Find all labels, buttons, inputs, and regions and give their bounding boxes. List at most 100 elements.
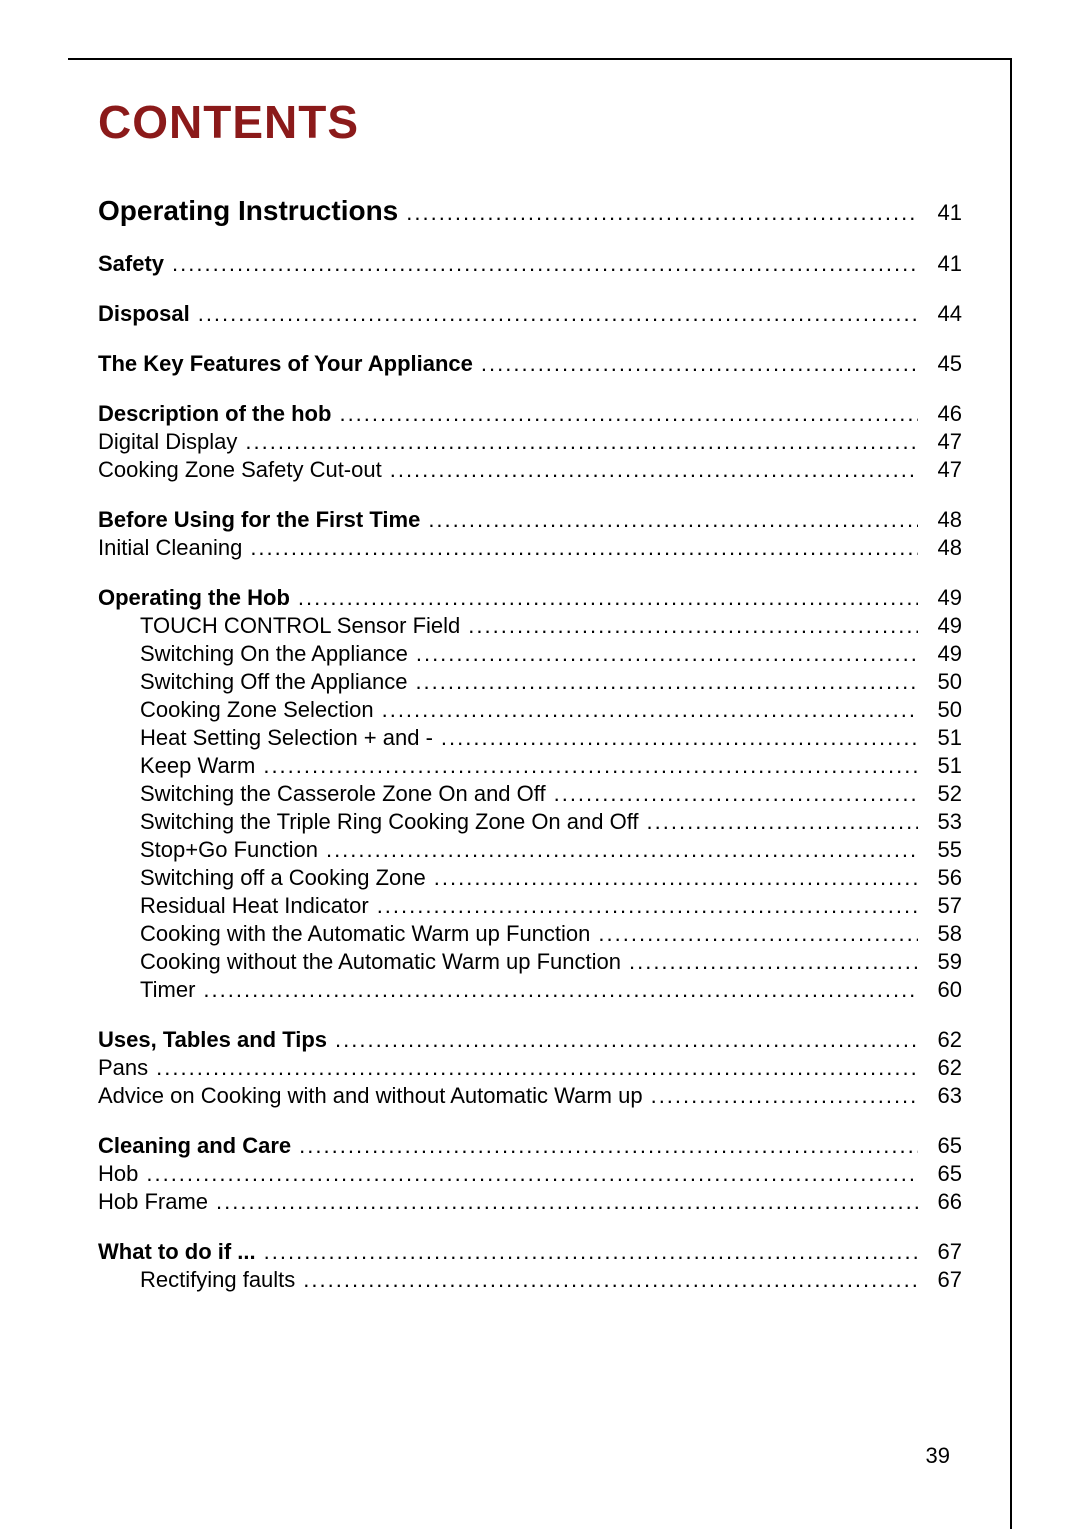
- toc-entry-page: 46: [918, 403, 962, 425]
- section-gap: [98, 331, 962, 353]
- toc-row: Switching the Triple Ring Cooking Zone O…: [98, 811, 962, 833]
- toc-entry-page: 66: [918, 1191, 962, 1213]
- toc-entry-label: Switching On the Appliance: [98, 643, 408, 665]
- toc-entry-page: 65: [918, 1163, 962, 1185]
- toc-entry-label: Initial Cleaning: [98, 537, 242, 559]
- toc-row: Cooking Zone Selection50: [98, 699, 962, 721]
- toc-entry-page: 63: [918, 1085, 962, 1107]
- toc-entry-page: 65: [918, 1135, 962, 1157]
- toc-entry-label: Pans: [98, 1057, 148, 1079]
- toc-row: Hob 65: [98, 1163, 962, 1185]
- toc-entry-label: Stop+Go Function: [98, 839, 318, 861]
- toc-row: Keep Warm51: [98, 755, 962, 777]
- toc-row: Switching off a Cooking Zone56: [98, 867, 962, 889]
- toc-leader-dots: [327, 1029, 918, 1051]
- toc-leader-dots: [426, 867, 918, 889]
- toc-entry-label: The Key Features of Your Appliance: [98, 353, 473, 375]
- toc-leader-dots: [255, 755, 918, 777]
- toc-entry-page: 53: [918, 811, 962, 833]
- toc-leader-dots: [460, 615, 918, 637]
- toc-leader-dots: [331, 403, 918, 425]
- toc-entry-page: 48: [918, 537, 962, 559]
- toc-row: Description of the hob 46: [98, 403, 962, 425]
- toc-entry-page: 49: [918, 587, 962, 609]
- toc-leader-dots: [621, 951, 918, 973]
- toc-leader-dots: [420, 509, 918, 531]
- toc-leader-dots: [256, 1241, 918, 1263]
- toc-entry-label: Timer: [98, 979, 195, 1001]
- toc-entry-page: 45: [918, 353, 962, 375]
- toc-entry-label: Switching the Casserole Zone On and Off: [98, 783, 546, 805]
- toc-leader-dots: [148, 1057, 918, 1079]
- toc-row: Digital Display 47: [98, 431, 962, 453]
- toc-row: Cooking with the Automatic Warm up Funct…: [98, 923, 962, 945]
- toc-entry-label: Keep Warm: [98, 755, 255, 777]
- toc-entry-label: Operating Instructions: [98, 197, 398, 225]
- toc-entry-label: Cooking without the Automatic Warm up Fu…: [98, 951, 621, 973]
- content-area: CONTENTS Operating Instructions41Safety4…: [98, 95, 962, 1297]
- toc-entry-page: 67: [918, 1241, 962, 1263]
- toc-entry-page: 55: [918, 839, 962, 861]
- toc-entry-label: Switching off a Cooking Zone: [98, 867, 426, 889]
- toc-row: Cooking without the Automatic Warm up Fu…: [98, 951, 962, 973]
- toc-row: Rectifying faults 67: [98, 1269, 962, 1291]
- toc-entry-page: 67: [918, 1269, 962, 1291]
- toc-row: TOUCH CONTROL Sensor Field 49: [98, 615, 962, 637]
- section-gap: [98, 1113, 962, 1135]
- toc-entry-page: 51: [918, 727, 962, 749]
- toc-entry-label: Cooking with the Automatic Warm up Funct…: [98, 923, 590, 945]
- toc-leader-dots: [374, 699, 918, 721]
- section-gap: [98, 565, 962, 587]
- toc-entry-label: Operating the Hob: [98, 587, 290, 609]
- toc-row: Stop+Go Function 55: [98, 839, 962, 861]
- toc-leader-dots: [433, 727, 918, 749]
- table-of-contents: Operating Instructions 41Safety 41 Disposal…: [98, 197, 962, 1291]
- page-number: 39: [926, 1443, 950, 1469]
- toc-entry-label: Cleaning and Care: [98, 1135, 291, 1157]
- toc-leader-dots: [546, 783, 918, 805]
- toc-leader-dots: [164, 253, 918, 275]
- toc-leader-dots: [242, 537, 918, 559]
- toc-entry-label: Digital Display: [98, 431, 237, 453]
- toc-leader-dots: [408, 643, 918, 665]
- toc-entry-label: Heat Setting Selection + and -: [98, 727, 433, 749]
- toc-row: Switching On the Appliance 49: [98, 643, 962, 665]
- toc-entry-label: Disposal: [98, 303, 190, 325]
- toc-row: Safety 41: [98, 253, 962, 275]
- toc-leader-dots: [407, 671, 918, 693]
- section-gap: [98, 487, 962, 509]
- toc-row: Timer 60: [98, 979, 962, 1001]
- toc-entry-page: 49: [918, 643, 962, 665]
- toc-entry-label: Rectifying faults: [98, 1269, 295, 1291]
- toc-row: Hob Frame66: [98, 1191, 962, 1213]
- toc-leader-dots: [290, 587, 918, 609]
- toc-entry-label: Uses, Tables and Tips: [98, 1029, 327, 1051]
- toc-leader-dots: [190, 303, 918, 325]
- toc-entry-label: Hob: [98, 1163, 138, 1185]
- toc-entry-label: What to do if ...: [98, 1241, 256, 1263]
- toc-row: Disposal44: [98, 303, 962, 325]
- toc-row: Cooking Zone Safety Cut-out47: [98, 459, 962, 481]
- toc-entry-label: Description of the hob: [98, 403, 331, 425]
- toc-entry-page: 50: [918, 671, 962, 693]
- toc-leader-dots: [291, 1135, 918, 1157]
- toc-row: What to do if ... 67: [98, 1241, 962, 1263]
- toc-entry-label: Switching Off the Appliance: [98, 671, 407, 693]
- toc-entry-page: 50: [918, 699, 962, 721]
- toc-leader-dots: [369, 895, 918, 917]
- toc-leader-dots: [382, 459, 918, 481]
- toc-entry-page: 60: [918, 979, 962, 1001]
- toc-entry-page: 47: [918, 431, 962, 453]
- toc-row: Uses, Tables and Tips 62: [98, 1029, 962, 1051]
- toc-row: Pans62: [98, 1057, 962, 1079]
- toc-entry-page: 52: [918, 783, 962, 805]
- toc-entry-label: Safety: [98, 253, 164, 275]
- toc-entry-page: 62: [918, 1029, 962, 1051]
- toc-entry-page: 49: [918, 615, 962, 637]
- toc-leader-dots: [473, 353, 918, 375]
- toc-entry-label: TOUCH CONTROL Sensor Field: [98, 615, 460, 637]
- toc-entry-page: 57: [918, 895, 962, 917]
- toc-entry-page: 41: [918, 253, 962, 275]
- toc-entry-page: 58: [918, 923, 962, 945]
- toc-entry-label: Switching the Triple Ring Cooking Zone O…: [98, 811, 639, 833]
